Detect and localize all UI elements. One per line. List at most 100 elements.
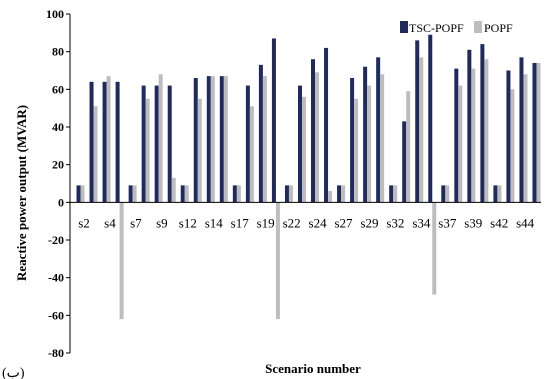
bar-popf [262, 76, 267, 203]
bar-popf [119, 202, 124, 320]
bar-tsc-popf [428, 34, 433, 203]
bar-tsc-popf [467, 49, 472, 203]
x-tick-label: s27 [334, 215, 353, 230]
legend-swatch-tsc-popf [400, 21, 408, 33]
bar-tsc-popf [141, 85, 146, 203]
bar-popf [80, 185, 85, 203]
bar-tsc-popf [350, 78, 355, 203]
y-tick-label: 40 [52, 120, 64, 134]
bar-tsc-popf [193, 78, 198, 203]
bar-popf [184, 185, 189, 203]
bar-tsc-popf [402, 121, 407, 203]
bar-popf [275, 202, 280, 320]
x-tick-label: s29 [360, 215, 378, 230]
y-tick-label: -80 [48, 346, 64, 360]
bar-popf [484, 59, 489, 203]
bar-tsc-popf [206, 76, 211, 203]
bar-popf [197, 98, 202, 203]
x-tick-label: s7 [130, 215, 142, 230]
bar-popf [223, 76, 228, 203]
bar-tsc-popf [337, 185, 342, 203]
legend: TSC-POPF POPF [400, 21, 513, 35]
bar-popf [341, 185, 346, 203]
legend-label-popf: POPF [484, 21, 513, 35]
bar-popf [171, 177, 176, 203]
bar-tsc-popf [324, 47, 329, 203]
y-tick-label: 20 [52, 158, 64, 172]
y-axis-title: Reactive power output (MVAR) [14, 105, 29, 281]
bar-popf [315, 72, 320, 203]
x-tick-label: s37 [438, 215, 457, 230]
bar-tsc-popf [258, 64, 263, 203]
x-tick-label: s14 [205, 215, 224, 230]
bar-tsc-popf [311, 59, 316, 203]
bar-popf [288, 185, 293, 203]
x-tick-label: s42 [490, 215, 508, 230]
bar-popf [236, 185, 241, 203]
x-tick-label: s19 [257, 215, 275, 230]
bar-popf [158, 74, 163, 203]
bar-popf [523, 74, 528, 203]
bar-popf [510, 89, 515, 203]
bar-tsc-popf [493, 185, 498, 203]
x-tick-label: s2 [78, 215, 90, 230]
bar-tsc-popf [519, 57, 524, 203]
bar-tsc-popf [532, 62, 537, 203]
bar-tsc-popf [363, 66, 368, 203]
bar-popf [328, 191, 333, 203]
bar-tsc-popf [167, 85, 172, 203]
bar-popf [419, 57, 424, 203]
bar-tsc-popf [389, 185, 394, 203]
bar-popf [210, 76, 215, 203]
axes [69, 14, 541, 353]
bar-tsc-popf [232, 185, 237, 203]
bar-tsc-popf [480, 44, 485, 203]
bar-tsc-popf [284, 185, 289, 203]
bar-tsc-popf [154, 85, 159, 203]
x-tick-label: s17 [231, 215, 250, 230]
bar-popf [301, 96, 306, 203]
bar-tsc-popf [376, 57, 381, 203]
bar-popf [367, 85, 372, 203]
y-tick-label: -20 [48, 233, 64, 247]
figure-caption-label: (ب) [2, 366, 25, 379]
x-tick-label: s44 [516, 215, 535, 230]
y-tick-label: -60 [48, 308, 64, 322]
bar-popf [393, 185, 398, 203]
x-tick-label: s32 [386, 215, 404, 230]
bar-popf [145, 98, 150, 203]
bar-tsc-popf [271, 38, 276, 203]
bar-tsc-popf [128, 185, 133, 203]
y-tick-label: 100 [46, 7, 64, 21]
bar-tsc-popf [102, 81, 107, 203]
bars [76, 34, 541, 320]
bar-popf [354, 98, 359, 203]
bar-popf [536, 62, 541, 203]
bar-tsc-popf [180, 185, 185, 203]
bar-popf [445, 185, 450, 203]
x-tick-label: s9 [156, 215, 168, 230]
bar-popf [471, 68, 476, 203]
bar-tsc-popf [297, 85, 302, 203]
bar-tsc-popf [415, 40, 420, 203]
y-tick-label: 80 [52, 45, 64, 59]
x-tick-label: s4 [104, 215, 116, 230]
bar-popf [380, 74, 385, 203]
bar-popf [406, 91, 411, 203]
bar-tsc-popf [506, 70, 511, 203]
bar-popf [458, 85, 463, 203]
bar-popf [93, 106, 98, 203]
bar-popf [132, 185, 137, 203]
x-tick-label: s24 [309, 215, 328, 230]
bar-popf [432, 202, 437, 295]
x-tick-label: s12 [179, 215, 197, 230]
bar-tsc-popf [89, 81, 94, 203]
x-axis-title: Scenario number [265, 361, 361, 376]
bar-tsc-popf [76, 185, 81, 203]
bar-popf [249, 106, 254, 203]
x-tick-label: s39 [464, 215, 482, 230]
bar-tsc-popf [454, 68, 459, 203]
bar-tsc-popf [219, 76, 224, 203]
bar-tsc-popf [441, 185, 446, 203]
